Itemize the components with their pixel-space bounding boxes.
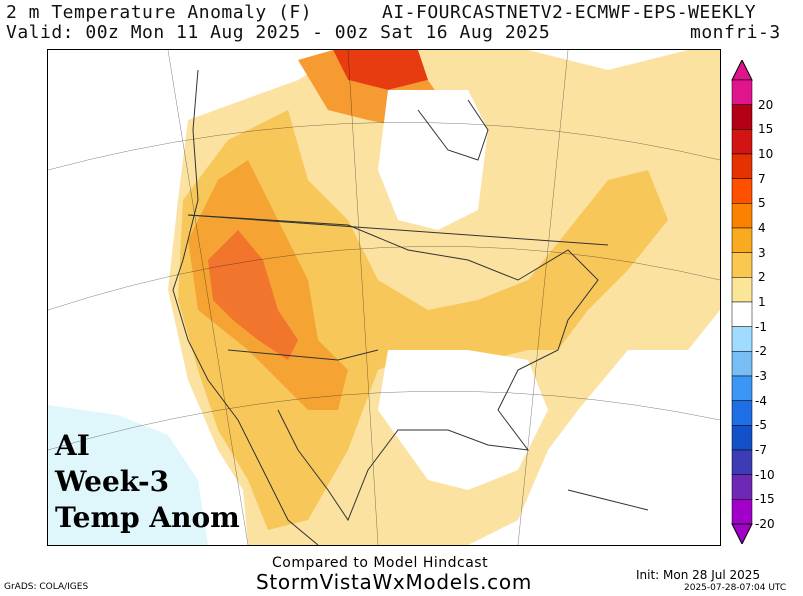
legend-label: -2 [755, 344, 767, 359]
overlay-line-3: Temp Anom [55, 501, 240, 534]
timestamp: 2025-07-28-07:04 UTC [684, 583, 787, 593]
init-time: Init: Mon 28 Jul 2025 [636, 568, 761, 582]
valid-period: Valid: 00z Mon 11 Aug 2025 - 00z Sat 16 … [6, 22, 551, 43]
overlay-label: AI Week-3 Temp Anom [55, 428, 240, 536]
legend-swatch [731, 79, 753, 105]
legend-label: 7 [758, 171, 766, 186]
legend-label: -1 [755, 319, 767, 334]
legend-swatch [731, 499, 753, 525]
legend-swatch [731, 129, 753, 155]
legend-swatch [731, 227, 753, 253]
legend-label: -7 [755, 443, 767, 457]
legend-swatch [731, 474, 753, 500]
legend-swatch [731, 351, 753, 377]
legend-swatch [731, 425, 753, 451]
legend-label: 3 [758, 245, 766, 260]
site-name: StormVistaWxModels.com [256, 570, 532, 594]
legend-top-arrow [731, 60, 753, 81]
legend-swatch [731, 301, 753, 327]
model-name: AI-FOURCASTNETV2-ECMWF-EPS-WEEKLY [382, 2, 757, 23]
legend-label: 20 [758, 97, 774, 112]
legend-label: -5 [755, 418, 767, 433]
legend-label: 4 [758, 221, 766, 235]
graticule [48, 50, 720, 545]
compared-note: Compared to Model Hindcast [272, 555, 489, 571]
legend-label: 2 [758, 270, 766, 285]
legend-label: -4 [755, 393, 767, 408]
neutral-hudson [378, 90, 488, 230]
legend-label: 1 [758, 295, 766, 309]
neutral-southeast [378, 350, 548, 490]
legend-label: -3 [755, 369, 767, 383]
legend-label: 10 [758, 147, 774, 161]
overlay-line-1: AI [55, 429, 90, 462]
legend-swatch [731, 104, 753, 130]
color-legend [731, 60, 753, 544]
legend-swatch [731, 375, 753, 401]
pacific-cool-anomaly [48, 405, 208, 545]
hot-spot-north [333, 50, 428, 90]
legend-swatch [731, 277, 753, 303]
grads-credit: GrADS: COLA/IGES [4, 582, 89, 592]
legend-label: 5 [758, 196, 766, 211]
run-tag: monfri-3 [690, 22, 781, 43]
legend-swatch [731, 449, 753, 475]
map-title: 2 m Temperature Anomaly (F) [6, 2, 313, 23]
legend-swatch [731, 326, 753, 352]
legend-swatch [731, 400, 753, 426]
legend-label: 15 [758, 122, 774, 137]
coastlines [172, 69, 649, 545]
map-canvas [48, 50, 720, 545]
legend-swatch [731, 153, 753, 179]
legend-label: -15 [755, 492, 775, 507]
legend-swatch [731, 178, 753, 204]
legend-bottom-arrow [731, 523, 753, 544]
anomaly-map [47, 49, 721, 546]
legend-label: -10 [755, 467, 775, 482]
legend-swatch [731, 203, 753, 229]
moderate-warm-region [178, 110, 668, 530]
legend-label: -20 [755, 517, 775, 531]
hot-spot-west [208, 230, 298, 360]
overlay-line-2: Week-3 [55, 465, 170, 498]
legend-swatch [731, 252, 753, 278]
